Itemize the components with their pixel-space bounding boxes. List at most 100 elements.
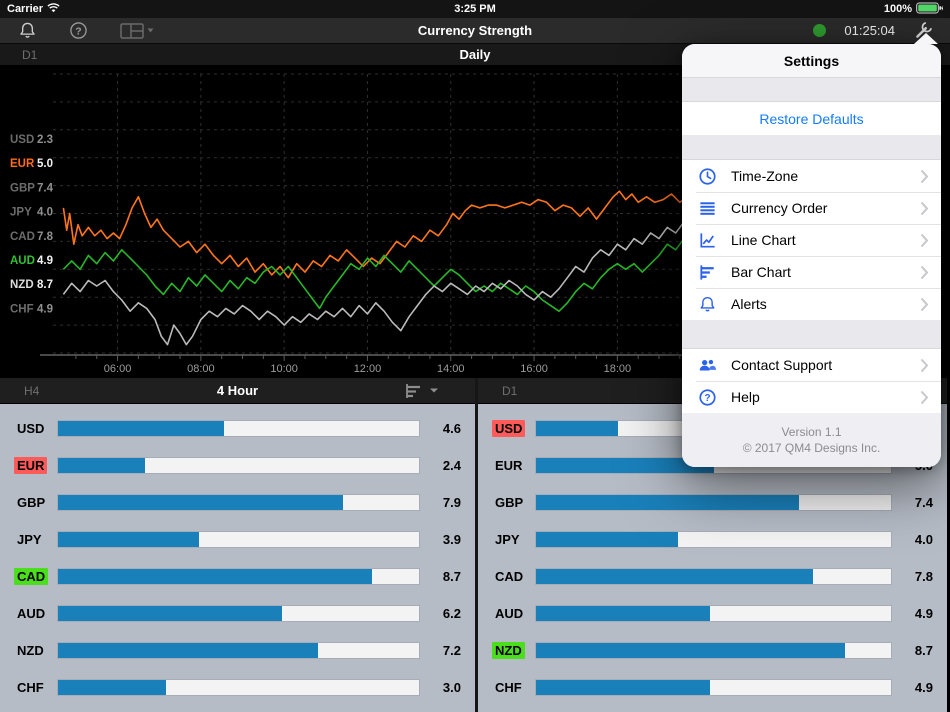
currency-label: USD — [492, 420, 536, 437]
strength-bar-track — [58, 569, 419, 584]
bar-chart-mode-dropdown[interactable] — [405, 383, 475, 399]
currency-label: AUD — [17, 606, 46, 621]
strength-value: 7.2 — [442, 643, 461, 658]
restore-defaults-button[interactable]: Restore Defaults — [682, 102, 941, 135]
bar-row-jpy: JPY 4.0 — [478, 532, 947, 547]
legend-currency-label: USD — [10, 134, 34, 146]
currency-label: CAD — [495, 569, 524, 584]
strength-value: 7.8 — [914, 569, 933, 584]
menu-item-label: Currency Order — [731, 200, 828, 216]
popover-spacer — [682, 319, 941, 349]
menu-item-currency-order[interactable]: Currency Order — [682, 192, 941, 224]
legend-currency-value: 4.9 — [37, 255, 53, 267]
menu-item-label: Bar Chart — [731, 264, 791, 280]
legend-currency-label: JPY — [10, 207, 32, 219]
strength-bar-fill — [536, 532, 678, 547]
strength-bar-fill — [58, 421, 225, 436]
x-tick-label: 18:00 — [604, 363, 632, 375]
timeframe-code: D1 — [22, 47, 38, 62]
menu-item-time-zone[interactable]: Time-Zone — [682, 160, 941, 192]
strength-bar-fill — [58, 680, 167, 695]
strength-bar-fill — [58, 495, 344, 510]
x-tick-label: 10:00 — [270, 363, 298, 375]
currency-label: CAD — [14, 568, 58, 585]
x-tick-label: 06:00 — [104, 363, 132, 375]
legend-currency-value: 7.8 — [37, 231, 54, 243]
strength-value: 3.0 — [442, 680, 461, 695]
menu-item-contact-support[interactable]: Contact Support — [682, 349, 941, 381]
menu-item-bar-chart[interactable]: Bar Chart — [682, 256, 941, 288]
popover-spacer — [682, 78, 941, 102]
chevron-right-icon — [920, 233, 929, 248]
strength-bar-fill — [58, 532, 199, 547]
strength-value: 6.2 — [442, 606, 461, 621]
x-tick-label: 14:00 — [437, 363, 465, 375]
strength-bar-fill — [536, 495, 799, 510]
strength-bar-track — [58, 643, 419, 658]
currency-label: AUD — [495, 606, 524, 621]
strength-bar-track — [536, 643, 891, 658]
help-icon[interactable]: ? — [69, 21, 88, 40]
popover-spacer — [682, 135, 941, 160]
bar-row-usd: USD 4.6 — [0, 421, 475, 436]
chevron-right-icon — [920, 265, 929, 280]
status-time: 3:25 PM — [454, 3, 496, 15]
h4-bar-panel: H4 4 Hour USD 4.6 EUR 2.4 GBP 7.9 JPY 3.9 CAD 8.7… — [0, 378, 475, 712]
svg-text:?: ? — [75, 26, 81, 37]
popover-footer: Version 1.1 © 2017 QM4 Designs Inc. — [682, 413, 941, 467]
chevron-right-icon — [920, 390, 929, 405]
legend-currency-label: NZD — [10, 279, 34, 291]
currency-label: CHF — [495, 680, 522, 695]
currency-label: EUR — [14, 457, 58, 474]
currency-label: NZD — [17, 643, 44, 658]
time-zone-icon — [696, 167, 718, 186]
strength-value: 8.7 — [914, 643, 933, 658]
strength-value: 4.9 — [914, 680, 933, 695]
bar-row-gbp: GBP 7.4 — [478, 495, 947, 510]
strength-bar-track — [536, 532, 891, 547]
connection-status-dot — [813, 24, 827, 37]
currency-label: GBP — [17, 495, 46, 510]
strength-value: 7.4 — [914, 495, 933, 510]
bar-row-jpy: JPY 3.9 — [0, 532, 475, 547]
svg-text:?: ? — [704, 393, 710, 404]
h4-panel-header: H4 4 Hour — [0, 378, 475, 404]
h4-bar-rows: USD 4.6 EUR 2.4 GBP 7.9 JPY 3.9 CAD 8.7 AUD 6.2 NZD 7… — [0, 404, 475, 712]
menu-item-help[interactable]: ? Help — [682, 381, 941, 413]
currency-label: NZD — [492, 642, 536, 659]
bar-row-aud: AUD 4.9 — [478, 606, 947, 621]
line-chart-icon — [696, 231, 718, 250]
bar-row-cad: CAD 8.7 — [0, 568, 475, 585]
session-clock: 01:25:04 — [844, 23, 895, 38]
strength-bar-track — [58, 680, 419, 695]
strength-value: 4.0 — [914, 532, 933, 547]
popover-arrow — [914, 33, 938, 44]
strength-value: 7.9 — [442, 495, 461, 510]
bar-chart-icon — [696, 263, 718, 282]
bar-row-chf: CHF 4.9 — [478, 680, 947, 695]
menu-item-line-chart[interactable]: Line Chart — [682, 224, 941, 256]
strength-bar-fill — [58, 643, 318, 658]
strength-bar-fill — [536, 421, 618, 436]
layout-picker-icon[interactable] — [120, 22, 154, 40]
legend-currency-label: GBP — [10, 182, 35, 194]
strength-bar-fill — [536, 643, 845, 658]
app-version: Version 1.1 — [781, 425, 842, 439]
legend-currency-value: 4.9 — [37, 303, 53, 315]
strength-bar-track — [536, 495, 891, 510]
bar-row-cad: CAD 7.8 — [478, 569, 947, 584]
menu-item-alerts[interactable]: Alerts — [682, 288, 941, 320]
currency-label: USD — [17, 421, 45, 436]
legend-currency-label: CHF — [10, 303, 34, 315]
bar-row-aud: AUD 6.2 — [0, 606, 475, 621]
h4-panel-title: 4 Hour — [216, 383, 259, 398]
bar-panels-section: H4 4 Hour USD 4.6 EUR 2.4 GBP 7.9 JPY 3.9 CAD 8.7… — [0, 378, 950, 712]
bar-row-nzd: NZD 8.7 — [478, 642, 947, 659]
alerts-bell-icon[interactable] — [18, 21, 37, 40]
legend-currency-label: EUR — [10, 158, 35, 170]
legend-currency-value: 2.3 — [37, 134, 53, 146]
strength-value: 4.6 — [442, 421, 461, 436]
timeframe-code: H4 — [24, 383, 40, 398]
menu-item-label: Time-Zone — [731, 168, 799, 184]
currency-label: GBP — [495, 495, 524, 510]
